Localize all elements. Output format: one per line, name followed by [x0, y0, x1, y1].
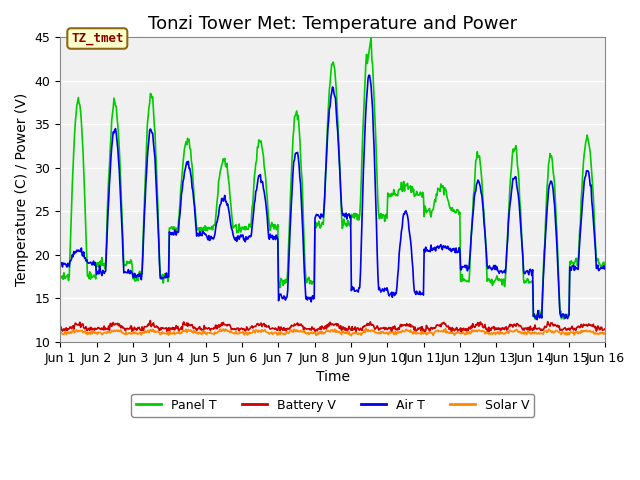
Air T [602, 266, 609, 272]
Line: Panel T: Panel T [60, 37, 605, 319]
Text: TZ_tmet: TZ_tmet [71, 32, 124, 45]
Battery V [207, 326, 215, 332]
Panel T [122, 263, 130, 268]
Solar V [66, 329, 74, 335]
Battery V [147, 318, 154, 324]
Panel T [400, 179, 408, 184]
Solar V [207, 329, 214, 335]
Air T [207, 237, 214, 242]
Panel T [602, 263, 609, 269]
Air T [365, 72, 373, 78]
Air T [400, 211, 408, 216]
Panel T [367, 35, 375, 40]
Solar V [348, 333, 355, 338]
Battery V [56, 325, 64, 331]
Battery V [388, 329, 396, 335]
Panel T [416, 192, 424, 198]
Panel T [178, 179, 186, 185]
Battery V [417, 324, 424, 330]
Air T [66, 258, 74, 264]
Battery V [122, 325, 130, 331]
Solar V [178, 330, 186, 336]
Solar V [602, 331, 609, 336]
Title: Tonzi Tower Met: Temperature and Power: Tonzi Tower Met: Temperature and Power [148, 15, 517, 33]
Solar V [401, 329, 408, 335]
Battery V [66, 324, 74, 330]
Panel T [532, 316, 540, 322]
Battery V [401, 322, 408, 328]
Line: Air T: Air T [60, 75, 605, 320]
Air T [122, 270, 130, 276]
Solar V [417, 330, 424, 336]
Y-axis label: Temperature (C) / Power (V): Temperature (C) / Power (V) [15, 93, 29, 286]
Battery V [602, 325, 609, 331]
Panel T [66, 252, 74, 258]
Solar V [56, 329, 64, 335]
Legend: Panel T, Battery V, Air T, Solar V: Panel T, Battery V, Air T, Solar V [131, 394, 534, 417]
Battery V [179, 327, 186, 333]
Solar V [122, 329, 130, 335]
X-axis label: Time: Time [316, 370, 350, 384]
Air T [178, 191, 186, 196]
Panel T [207, 225, 214, 231]
Panel T [56, 273, 64, 278]
Air T [533, 317, 541, 323]
Air T [416, 288, 424, 294]
Line: Battery V: Battery V [60, 321, 605, 332]
Line: Solar V: Solar V [60, 328, 605, 336]
Solar V [362, 325, 370, 331]
Air T [56, 261, 64, 267]
